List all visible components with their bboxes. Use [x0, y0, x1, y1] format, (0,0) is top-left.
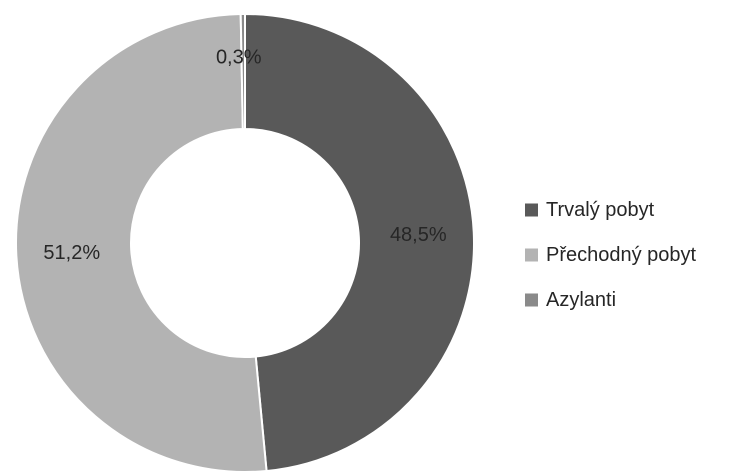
slice-trvaly-pobyt	[244, 12, 475, 473]
data-label-trvaly-pobyt: 48,5%	[390, 224, 447, 246]
legend-label-prechodny-pobyt: Přechodný pobyt	[546, 244, 697, 266]
slice-azylanti	[239, 12, 246, 131]
chart-slices	[15, 12, 475, 473]
slice-prechodny-pobyt	[15, 13, 268, 473]
legend-label-trvaly-pobyt: Trvalý pobyt	[546, 199, 655, 221]
legend-swatch-prechodny-pobyt	[525, 248, 538, 262]
chart-legend: Trvalý pobyt Přechodný pobyt Azylanti	[525, 199, 697, 311]
data-label-azylanti: 0,3%	[216, 47, 262, 69]
legend-swatch-azylanti	[525, 293, 538, 307]
legend-swatch-trvaly-pobyt	[525, 203, 538, 217]
data-label-prechodny-pobyt: 51,2%	[43, 242, 100, 264]
legend-label-azylanti: Azylanti	[546, 289, 616, 311]
chart-data-labels: 48,5% 51,2% 0,3%	[43, 47, 446, 264]
